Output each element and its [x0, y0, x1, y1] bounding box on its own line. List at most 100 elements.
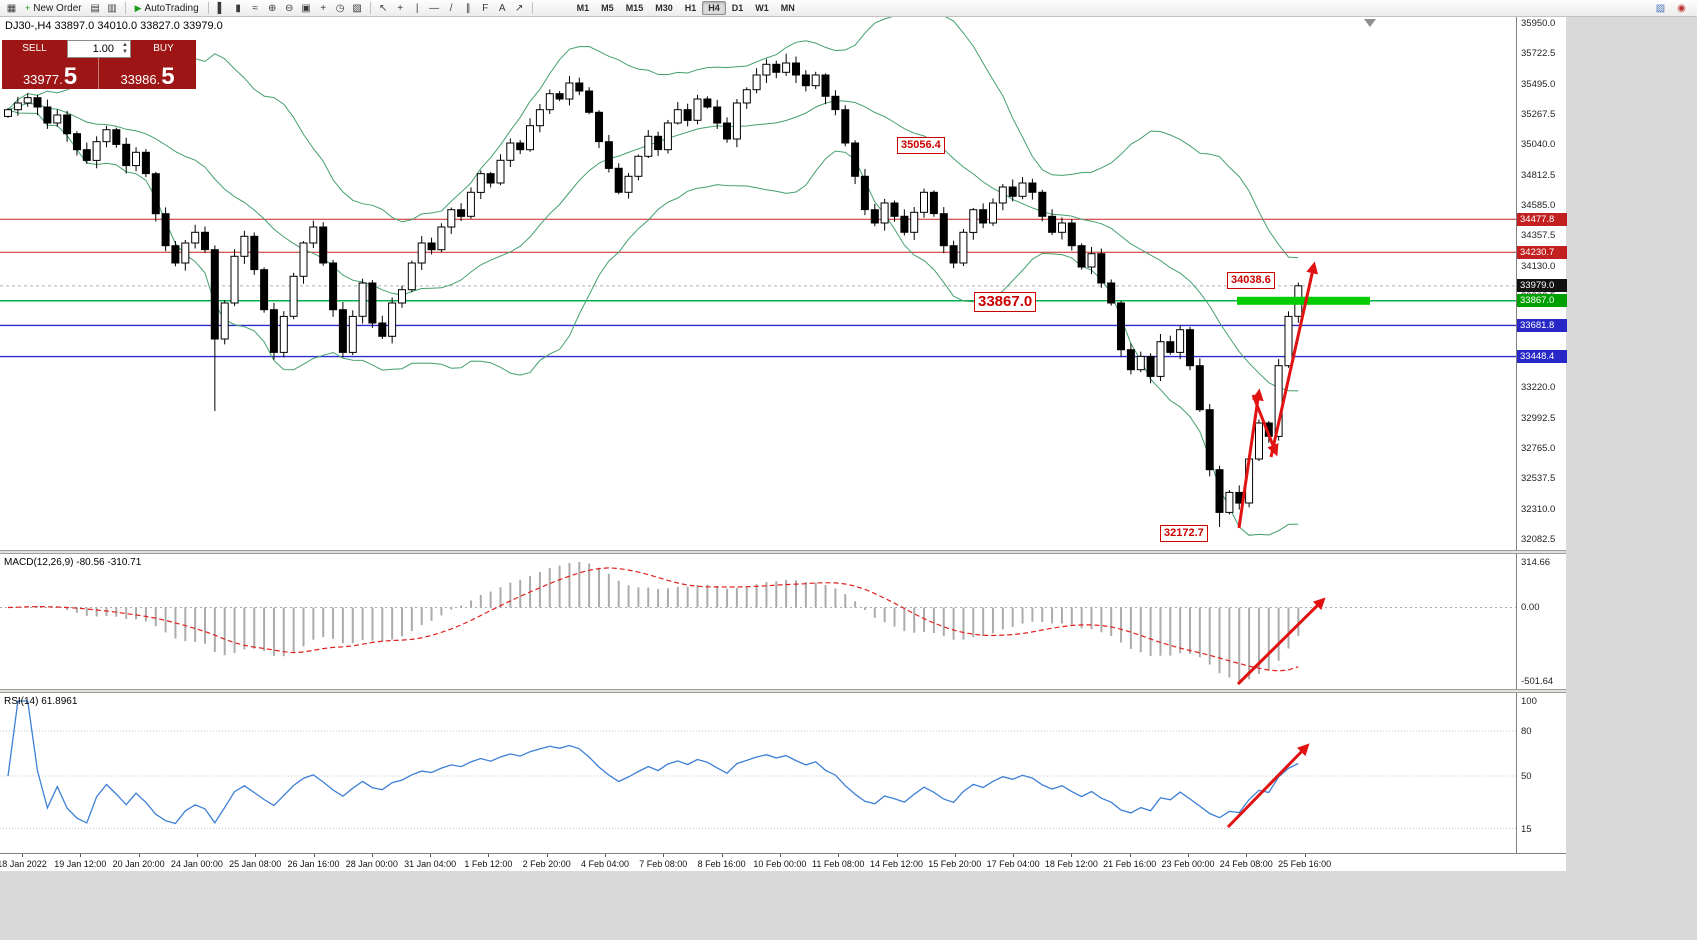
time-axis-label: 31 Jan 04:00: [404, 859, 457, 869]
rsi-chart-surface[interactable]: [0, 693, 1516, 853]
price-axis-label: 35495.0: [1521, 78, 1556, 90]
rsi-axis-label: 15: [1521, 823, 1532, 835]
timeframe-toolbar: M1 M5 M15 M30 H1 H4 D1 W1 MN: [571, 1, 801, 15]
time-axis-label: 18 Feb 12:00: [1044, 859, 1098, 869]
price-axis-label: 32082.5: [1521, 533, 1556, 545]
price-tag[interactable]: 34477.8: [1517, 213, 1567, 226]
price-tag[interactable]: 33448.4: [1517, 350, 1567, 363]
timeframe-m30-button[interactable]: M30: [655, 3, 673, 13]
new-order-button[interactable]: + New Order: [20, 1, 87, 15]
rsi-label: RSI(14) 61.8961: [4, 696, 78, 707]
buy-button[interactable]: BUY: [131, 40, 196, 58]
cursor-icon[interactable]: ↖: [378, 3, 388, 14]
zoom-in-icon[interactable]: ⊕: [267, 3, 277, 14]
price-tag[interactable]: 33979.0: [1517, 279, 1567, 292]
lot-spinner[interactable]: ▲ ▼: [122, 42, 128, 55]
time-axis-tick: [22, 854, 23, 857]
price-axis-label: 35950.0: [1521, 18, 1556, 29]
macd-signal-line: [7, 567, 1299, 672]
macd-panel: MACD(12,26,9) -80.56 -310.71 314.66 0.00 -…: [0, 554, 1566, 689]
trend-arrow[interactable]: [1226, 743, 1310, 829]
timeframe-m1-button[interactable]: M1: [576, 3, 590, 13]
price-tag[interactable]: 33681.8: [1517, 319, 1567, 332]
time-axis-label: 24 Feb 08:00: [1219, 859, 1273, 869]
timeframe-m15-button[interactable]: M15: [625, 3, 644, 13]
period-icon[interactable]: ◷: [335, 3, 345, 14]
line-chart-icon[interactable]: ≈: [252, 3, 258, 14]
indicators-icon[interactable]: +: [320, 3, 327, 14]
price-axis-label: 32310.0: [1521, 503, 1556, 515]
time-axis-tick: [721, 854, 723, 857]
rsi-axis[interactable]: 100 80 50 15: [1516, 693, 1566, 853]
chart-shift-icon[interactable]: ▨: [1655, 3, 1666, 14]
bar-chart-icon[interactable]: ▌: [217, 3, 225, 14]
timeframe-w1-button[interactable]: W1: [755, 3, 769, 13]
text-label-icon[interactable]: A: [498, 3, 506, 14]
time-axis-label: 28 Jan 00:00: [345, 859, 398, 869]
time-axis-label: 21 Feb 16:00: [1103, 859, 1157, 869]
lot-size-input[interactable]: 1.00 ▲ ▼: [67, 40, 131, 58]
time-axis[interactable]: 18 Jan 2022 19 Jan 12:00 20 Jan 20:00 24 Ja…: [0, 853, 1566, 871]
channel-icon[interactable]: ∥: [465, 3, 471, 14]
macd-axis[interactable]: 314.66 0.00 -501.64: [1516, 554, 1566, 689]
rsi-axis-label: 50: [1521, 771, 1532, 782]
sell-price[interactable]: 33977. 5: [2, 58, 99, 89]
timeframe-h4-button[interactable]: H4: [702, 1, 726, 15]
zoom-out-icon[interactable]: ⊖: [284, 3, 294, 14]
trend-arrow[interactable]: [1236, 597, 1326, 686]
one-click-trading-widget: SELL 1.00 ▲ ▼ BUY 33977. 5 33986. 5: [2, 40, 196, 89]
new-order-button-label: New Order: [33, 2, 82, 14]
vertical-line-icon[interactable]: |: [415, 3, 419, 14]
time-axis-tick: [138, 854, 140, 857]
time-axis-tick: [605, 854, 606, 857]
price-callout[interactable]: 32172.7: [1160, 525, 1208, 542]
price-tag[interactable]: 33867.0: [1517, 294, 1567, 307]
panel-divider[interactable]: [0, 689, 1566, 693]
timeframe-mn-button[interactable]: MN: [780, 3, 795, 13]
sell-price-value: 33977.: [22, 72, 63, 87]
buy-price[interactable]: 33986. 5: [99, 58, 196, 89]
tile-windows-icon[interactable]: ▣: [301, 3, 311, 14]
price-callout[interactable]: 33867.0: [974, 292, 1037, 312]
time-axis-tick: [255, 854, 257, 857]
arrow-object-icon[interactable]: ↗: [514, 3, 524, 14]
crosshair-icon[interactable]: +: [397, 3, 404, 14]
price-callout[interactable]: 34038.6: [1227, 272, 1275, 289]
price-axis[interactable]: 35950.0 35722.5 35495.0 35267.5 35040.0 34812…: [1516, 17, 1567, 550]
horizontal-line-icon[interactable]: —: [429, 3, 440, 14]
price-callout[interactable]: 35056.4: [897, 137, 945, 154]
terminal-icon[interactable]: ▥: [107, 3, 117, 14]
time-axis-label: 10 Feb 00:00: [753, 859, 807, 869]
price-axis-label: 32992.5: [1521, 412, 1556, 424]
price-chart-surface[interactable]: [0, 17, 1516, 550]
time-axis-tick: [1129, 854, 1131, 857]
metaeditor-icon[interactable]: ▤: [90, 3, 100, 14]
timeframe-h1-button[interactable]: H1: [684, 3, 697, 13]
buy-price-pip: 5: [161, 63, 175, 90]
candlestick-chart-icon[interactable]: ▮: [235, 3, 241, 14]
autotrading-button[interactable]: ▶ AutoTrading: [130, 1, 204, 15]
price-tag[interactable]: 34230.7: [1517, 246, 1567, 259]
new-order-icon: +: [25, 2, 31, 13]
time-axis-label: 11 Feb 08:00: [812, 859, 865, 869]
trendline-icon[interactable]: /: [449, 3, 453, 14]
sell-button[interactable]: SELL: [2, 40, 67, 58]
chart-window-icon[interactable]: ▦: [6, 3, 17, 14]
timeframe-m5-button[interactable]: M5: [601, 3, 614, 13]
horizontal-lines[interactable]: [0, 218, 1516, 358]
main-toolbar: ▦ + New Order ▤ ▥ ▶ AutoTrading ▌ ▮ ≈ ⊕ ⊖ ▣ + ◷ ▧ ↖ + | — / ∥…: [0, 0, 1697, 17]
green-zone-highlight[interactable]: [1237, 296, 1370, 305]
time-axis-tick: [779, 854, 781, 857]
notifications-icon[interactable]: ◉: [1677, 3, 1686, 14]
macd-chart-surface[interactable]: [0, 554, 1516, 689]
chart-shift-marker[interactable]: [1364, 19, 1376, 27]
macd-label: MACD(12,26,9) -80.56 -310.71: [4, 557, 142, 568]
panel-divider[interactable]: [0, 550, 1566, 554]
price-axis-label: 35267.5: [1521, 109, 1556, 121]
templates-icon[interactable]: ▧: [352, 3, 362, 14]
timeframe-d1-button[interactable]: D1: [731, 3, 744, 13]
time-axis-label: 17 Feb 04:00: [986, 859, 1040, 869]
time-axis-label: 25 Feb 16:00: [1278, 859, 1332, 869]
fibonacci-icon[interactable]: F: [482, 3, 489, 14]
trend-arrows[interactable]: [1237, 261, 1319, 529]
